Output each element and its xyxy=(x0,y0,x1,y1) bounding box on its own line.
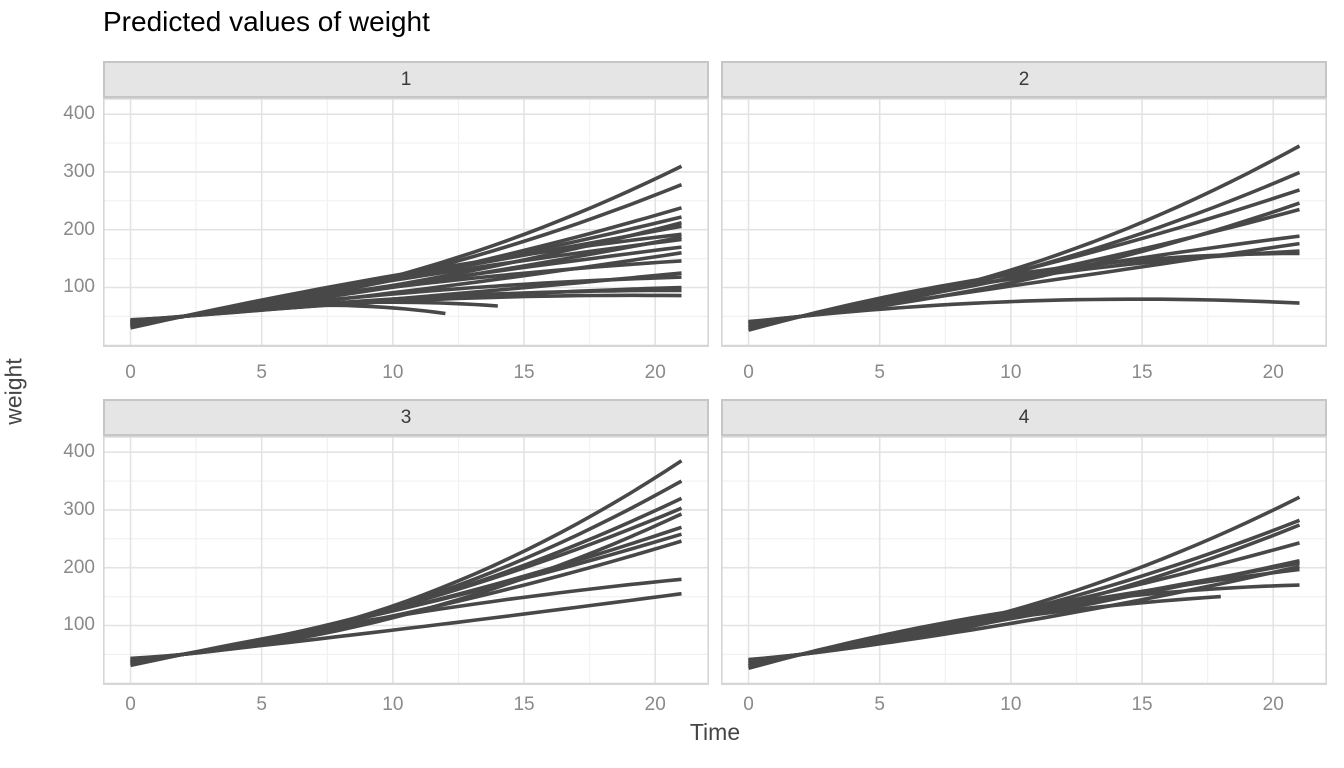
y-tick-label: 100 xyxy=(63,614,95,636)
x-tick-label: 5 xyxy=(256,362,267,383)
y-axis-title: weight xyxy=(0,358,27,425)
x-tick-label: 5 xyxy=(874,362,885,383)
x-tick-label: 10 xyxy=(382,362,404,383)
x-axis-ticks-panel-3: 0 5 10 15 20 xyxy=(103,692,709,718)
x-axis-title: Time xyxy=(689,719,741,745)
x-tick-label: 20 xyxy=(1262,362,1284,383)
facet-panel-1 xyxy=(103,98,709,347)
x-tick-label: 15 xyxy=(513,362,535,383)
x-tick-label: 0 xyxy=(125,362,136,383)
x-axis-ticks-panel-2: 0 5 10 15 20 xyxy=(721,360,1327,386)
y-tick-label: 300 xyxy=(63,160,95,182)
x-tick-label: 5 xyxy=(256,694,267,715)
facet-panel-2 xyxy=(721,98,1327,347)
facet-panel-3 xyxy=(103,436,709,685)
x-tick-label: 20 xyxy=(1262,694,1284,715)
x-tick-label: 15 xyxy=(1131,362,1153,383)
facet-strip-label: 4 xyxy=(1018,406,1030,428)
x-axis-ticks-panel-4: 0 5 10 15 20 xyxy=(721,692,1327,718)
x-tick-label: 10 xyxy=(1000,694,1022,715)
x-axis-ticks-panel-1: 0 5 10 15 20 xyxy=(103,360,709,386)
facet-strip-1: 1 xyxy=(103,61,709,98)
x-tick-label: 10 xyxy=(1000,362,1022,383)
facet-strip-label: 1 xyxy=(400,68,412,90)
facet-strip-label: 2 xyxy=(1018,68,1030,90)
x-tick-label: 20 xyxy=(644,694,666,715)
facet-strip-label: 3 xyxy=(400,406,412,428)
facet-panel-4 xyxy=(721,436,1327,685)
x-tick-label: 0 xyxy=(125,694,136,715)
x-tick-label: 15 xyxy=(1131,694,1153,715)
y-tick-label: 300 xyxy=(63,498,95,520)
x-tick-label: 0 xyxy=(743,694,754,715)
y-tick-label: 400 xyxy=(63,441,95,463)
x-tick-label: 10 xyxy=(382,694,404,715)
x-tick-label: 20 xyxy=(644,362,666,383)
x-tick-label: 15 xyxy=(513,694,535,715)
y-tick-label: 400 xyxy=(63,103,95,125)
y-tick-label: 100 xyxy=(63,276,95,298)
facet-strip-2: 2 xyxy=(721,61,1327,98)
facet-strip-3: 3 xyxy=(103,399,709,436)
y-tick-label: 200 xyxy=(63,556,95,578)
x-tick-label: 0 xyxy=(743,362,754,383)
facet-strip-4: 4 xyxy=(721,399,1327,436)
x-tick-label: 5 xyxy=(874,694,885,715)
y-axis-ticks-row-1: 100 200 300 400 xyxy=(25,98,95,347)
y-axis-ticks-row-2: 100 200 300 400 xyxy=(25,436,95,685)
plot-title: Predicted values of weight xyxy=(103,6,430,37)
y-tick-label: 200 xyxy=(63,218,95,240)
